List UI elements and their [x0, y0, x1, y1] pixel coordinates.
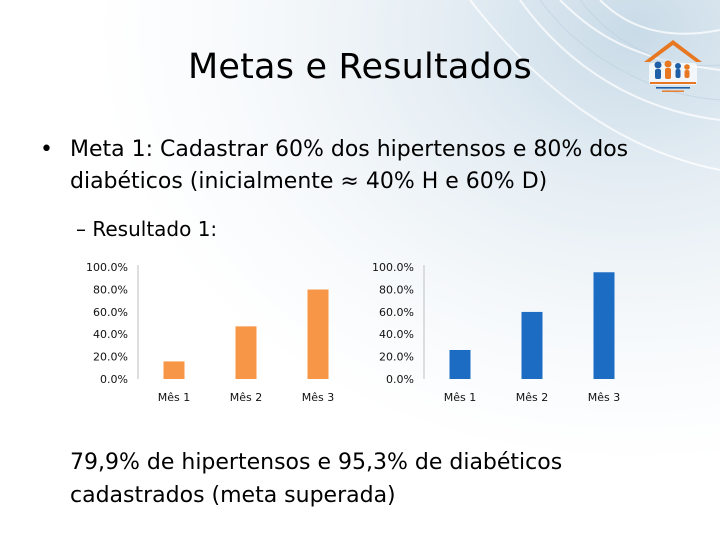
chart-svg: 100.0% 80.0% 60.0% 40.0% 20.0% 0.0% Mês 1 Mês 2…: [372, 261, 620, 404]
y-tick-label: 0.0%: [386, 373, 414, 386]
y-tick-label: 100.0%: [372, 261, 414, 274]
x-tick-label: Mês 3: [588, 391, 620, 404]
x-tick-label: Mês 2: [516, 391, 548, 404]
sub-bullet-text: – Resultado 1:: [76, 217, 218, 241]
x-tick-label: Mês 1: [444, 391, 476, 404]
y-tick-label: 80.0%: [93, 283, 128, 296]
hypertension-bar-chart: 100.0% 80.0% 60.0% 40.0% 20.0% 0.0% Mês 1 Mês 2…: [62, 255, 362, 415]
bar: [235, 326, 257, 379]
y-tick-label: 0.0%: [100, 373, 128, 386]
chart-svg: 100.0% 80.0% 60.0% 40.0% 20.0% 0.0% Mês 1 Mês 2…: [86, 261, 334, 404]
bar: [163, 361, 185, 379]
bar: [307, 289, 329, 379]
bullet-text: Meta 1: Cadastrar 60% dos hipertensos e …: [70, 137, 629, 194]
y-tick-label: 20.0%: [379, 351, 414, 364]
y-tick-label: 80.0%: [379, 283, 414, 296]
bar: [521, 311, 543, 379]
y-tick-label: 100.0%: [86, 261, 128, 274]
x-tick-label: Mês 3: [302, 391, 334, 404]
bar: [593, 272, 615, 379]
y-tick-label: 20.0%: [93, 351, 128, 364]
y-tick-label: 60.0%: [93, 306, 128, 319]
family-house-logo: [644, 40, 702, 92]
x-tick-label: Mês 2: [230, 391, 262, 404]
bar: [449, 349, 471, 379]
slide-title: Metas e Resultados: [188, 47, 532, 87]
y-tick-label: 40.0%: [379, 328, 414, 341]
y-tick-label: 60.0%: [379, 306, 414, 319]
x-tick-label: Mês 1: [158, 391, 190, 404]
conclusion-text: 79,9% de hipertensos e 95,3% de diabétic…: [70, 450, 563, 508]
bullet-marker: •: [40, 137, 53, 162]
y-tick-label: 40.0%: [93, 328, 128, 341]
diabetes-bar-chart: 100.0% 80.0% 60.0% 40.0% 20.0% 0.0% Mês 1 Mês 2…: [348, 255, 648, 415]
